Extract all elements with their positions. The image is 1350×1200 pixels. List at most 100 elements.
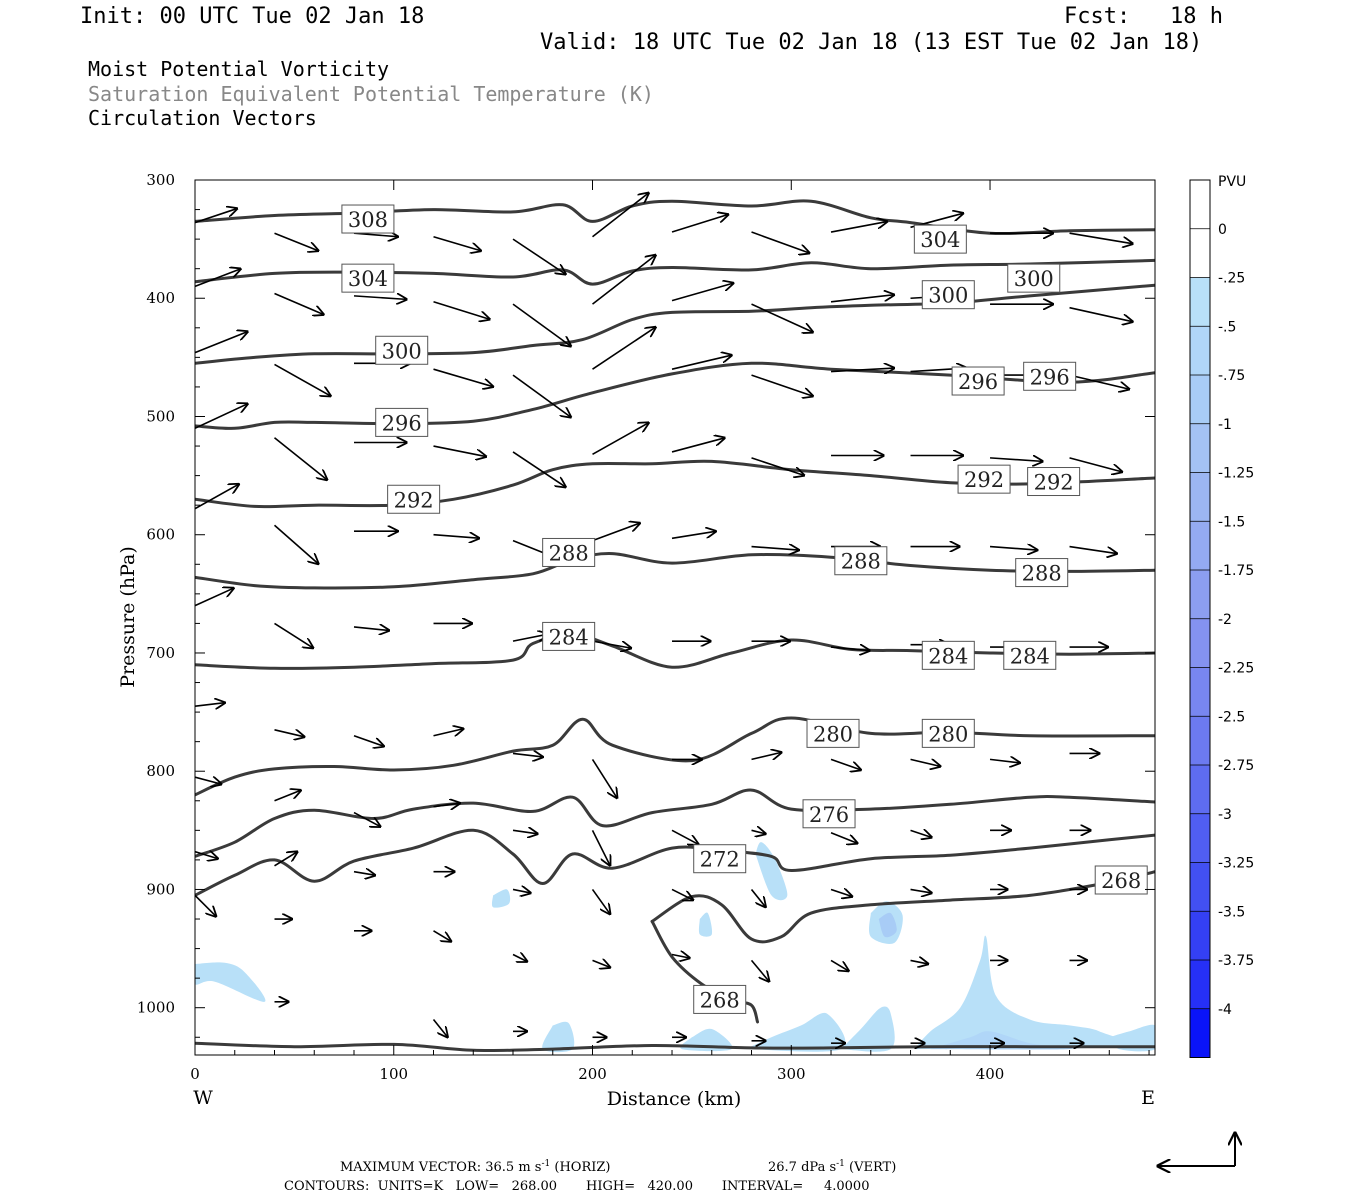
colorbar-label: -3	[1218, 807, 1232, 823]
circulation-vector	[592, 523, 640, 542]
circulation-vector	[830, 368, 894, 372]
theta-es-contours	[195, 199, 1155, 1053]
contour-292	[195, 459, 1155, 509]
x-tick-label: 0	[190, 1065, 200, 1083]
circulation-vector	[750, 959, 770, 981]
circulation-vector	[591, 888, 611, 914]
footer-horiz-exponent: -1	[541, 1159, 550, 1169]
x-axis-label: Distance (km)	[607, 1088, 742, 1110]
circulation-vectors	[195, 193, 1133, 1043]
mpv-shade-region	[491, 889, 511, 908]
contour-label: 292	[394, 488, 434, 512]
circulation-vector	[195, 404, 248, 430]
circulation-vector	[989, 759, 1020, 763]
contour-label: 280	[928, 722, 968, 746]
circulation-vector	[512, 954, 527, 961]
circulation-vector	[432, 1019, 448, 1037]
contour-label-box	[806, 718, 860, 748]
circulation-vector	[671, 954, 690, 958]
contour-label: 296	[1030, 365, 1070, 389]
mpv-shade-region	[755, 842, 788, 901]
colorbar-swatch	[1190, 716, 1210, 765]
contour-308	[195, 199, 1155, 236]
circulation-vector	[671, 888, 693, 900]
contour-label-box	[375, 407, 429, 437]
colorbar-swatch	[1190, 1008, 1210, 1058]
contour-label-box	[802, 799, 856, 829]
circulation-vector	[910, 758, 941, 766]
mpv-shade-region	[745, 1012, 846, 1052]
contour-label: 280	[813, 722, 853, 746]
valid-time: Valid: 18 UTC Tue 02 Jan 18 (13 EST Tue …	[540, 30, 1203, 55]
circulation-vector	[1069, 306, 1133, 322]
contour-label-box	[921, 280, 975, 310]
mpv-shade-region	[698, 912, 713, 937]
contour-label: 272	[700, 848, 740, 872]
colorbar-swatch	[1190, 570, 1210, 619]
footer-vert-label: (VERT)	[849, 1160, 896, 1175]
circulation-vector	[989, 458, 1042, 462]
contour-label: 292	[1034, 471, 1074, 495]
circulation-vector	[592, 327, 656, 370]
contour-label: 304	[920, 228, 960, 252]
circulation-vector	[512, 374, 571, 417]
y-tick-label: 700	[146, 644, 175, 662]
circulation-vector	[1069, 374, 1130, 389]
contour-288	[195, 552, 1155, 590]
contour-label-box	[1015, 558, 1069, 588]
footer-max-vector: MAXIMUM VECTOR: 36.5 m s-1 (HORIZ) 26.7 …	[340, 1159, 896, 1175]
circulation-vector	[274, 292, 324, 315]
contour-label: 300	[928, 284, 968, 308]
circulation-vector	[274, 437, 328, 480]
circulation-vector	[195, 777, 221, 784]
mpv-shade-region	[914, 935, 1126, 1050]
contour-label-box	[921, 640, 975, 670]
y-tick-label: 1000	[137, 999, 175, 1017]
circulation-vector	[910, 830, 932, 837]
colorbar-swatch	[1190, 277, 1210, 327]
colorbar-label: 0	[1218, 222, 1227, 238]
circulation-vector	[910, 960, 929, 964]
circulation-vector	[751, 752, 782, 761]
y-tick-label: 900	[146, 880, 175, 898]
contour-label-box	[913, 224, 967, 254]
east-end-label: E	[1141, 1087, 1155, 1109]
circulation-vector	[830, 959, 849, 971]
contour-label-box	[1007, 263, 1061, 293]
circulation-vector	[273, 524, 319, 564]
contour-268	[195, 1041, 1155, 1053]
circulation-vector	[433, 445, 487, 457]
circulation-vector	[195, 332, 248, 354]
circulation-vector	[433, 301, 490, 320]
circulation-vector	[353, 872, 375, 876]
circulation-vector	[592, 193, 649, 238]
y-tick-label: 500	[146, 407, 175, 425]
contour-label-box	[693, 984, 747, 1014]
contour-label-box	[951, 366, 1005, 396]
circulation-vector	[274, 232, 319, 251]
circulation-vector	[512, 830, 538, 834]
colorbar-label: -3.75	[1218, 953, 1254, 969]
footer-horiz-speed: MAXIMUM VECTOR: 36.5 m s	[340, 1160, 541, 1175]
circulation-vector	[751, 374, 813, 396]
x-tick-label: 200	[578, 1065, 607, 1083]
contour-label-box	[1027, 467, 1081, 497]
circulation-vector	[989, 547, 1037, 551]
contour-268	[650, 870, 1155, 944]
contour-label: 300	[1014, 267, 1054, 291]
colorbar-swatch	[1190, 618, 1210, 668]
contour-label: 292	[964, 468, 1004, 492]
circulation-vector	[751, 457, 805, 476]
circulation-vector	[750, 888, 766, 907]
contour-label-box	[1094, 865, 1148, 895]
contour-300	[195, 283, 1155, 365]
contour-label-box	[387, 484, 441, 514]
colorbar-label: -4	[1218, 1002, 1232, 1018]
contour-label: 300	[382, 339, 422, 363]
colorbar-swatch	[1190, 423, 1210, 473]
contour-label-box	[1023, 361, 1077, 391]
circulation-vector	[274, 729, 305, 737]
circulation-vector	[1069, 457, 1123, 472]
circulation-vector	[751, 830, 766, 834]
